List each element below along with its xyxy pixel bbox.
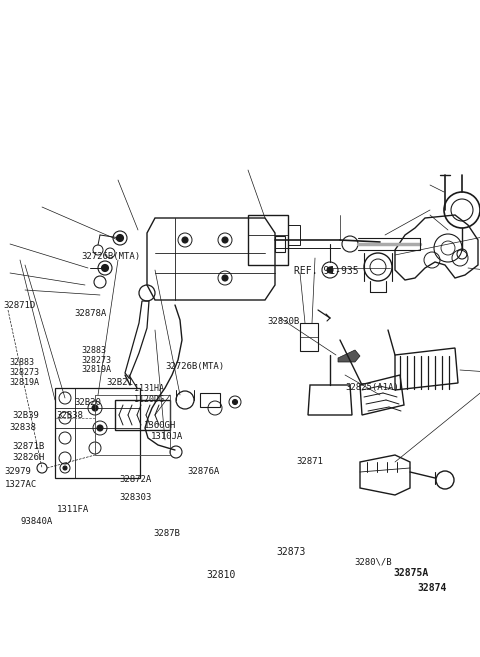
Text: 3287B: 3287B	[154, 529, 180, 538]
Circle shape	[182, 237, 188, 243]
Text: 32819A: 32819A	[10, 378, 39, 387]
Circle shape	[63, 466, 67, 470]
Bar	[248, 215, 288, 265]
Text: 32830B: 32830B	[268, 317, 300, 327]
Text: 32B21: 32B21	[107, 378, 133, 387]
Text: 32825(A1A): 32825(A1A)	[346, 383, 399, 392]
Text: 32838: 32838	[10, 422, 36, 432]
Text: 1327AC: 1327AC	[5, 480, 37, 489]
Text: REF. 91-935: REF. 91-935	[294, 265, 359, 276]
Circle shape	[92, 405, 98, 411]
Text: 1131HA: 1131HA	[134, 384, 164, 394]
Text: 32826H: 32826H	[12, 453, 44, 463]
Text: 32871: 32871	[297, 457, 324, 466]
Text: 328303: 328303	[119, 493, 151, 502]
Text: 93840A: 93840A	[20, 516, 52, 526]
Text: 1310JA: 1310JA	[151, 432, 183, 442]
Text: 1120DG: 1120DG	[134, 395, 164, 404]
Text: 32726B(MTA): 32726B(MTA)	[166, 362, 225, 371]
Bar	[200, 393, 220, 407]
Text: 32819A: 32819A	[82, 365, 111, 374]
Text: 32875A: 32875A	[394, 568, 429, 578]
Polygon shape	[338, 350, 360, 362]
Circle shape	[222, 237, 228, 243]
Circle shape	[222, 275, 228, 281]
Text: 32874: 32874	[418, 583, 447, 593]
Bar	[275, 236, 285, 252]
Text: 32726B(MTA): 32726B(MTA)	[82, 252, 141, 261]
Text: 32876A: 32876A	[187, 467, 219, 476]
Circle shape	[117, 235, 123, 242]
Text: 32B38: 32B38	[57, 411, 84, 420]
Circle shape	[101, 265, 108, 271]
Text: 32873: 32873	[276, 547, 305, 557]
Text: 328273: 328273	[82, 355, 111, 365]
Text: 32979: 32979	[5, 467, 32, 476]
Text: 32810: 32810	[206, 570, 236, 580]
Text: 1360GH: 1360GH	[144, 421, 176, 430]
Bar	[95, 395, 170, 455]
Circle shape	[97, 425, 103, 431]
Bar	[288, 225, 300, 245]
Text: 32B39: 32B39	[12, 411, 39, 420]
Text: 32871B: 32871B	[12, 442, 44, 451]
Circle shape	[327, 267, 333, 273]
Text: 32B20: 32B20	[74, 397, 101, 407]
Text: 32883: 32883	[82, 346, 107, 355]
Text: 328273: 328273	[10, 368, 39, 377]
Text: 32871D: 32871D	[4, 301, 36, 310]
Text: 32878A: 32878A	[74, 309, 107, 318]
Circle shape	[232, 399, 238, 405]
Bar	[55, 388, 140, 478]
Text: 1311FA: 1311FA	[57, 505, 89, 514]
Text: 32883: 32883	[10, 358, 35, 367]
Bar	[300, 323, 318, 351]
Text: 3280\/B: 3280\/B	[354, 557, 392, 566]
Text: 32872A: 32872A	[119, 475, 151, 484]
